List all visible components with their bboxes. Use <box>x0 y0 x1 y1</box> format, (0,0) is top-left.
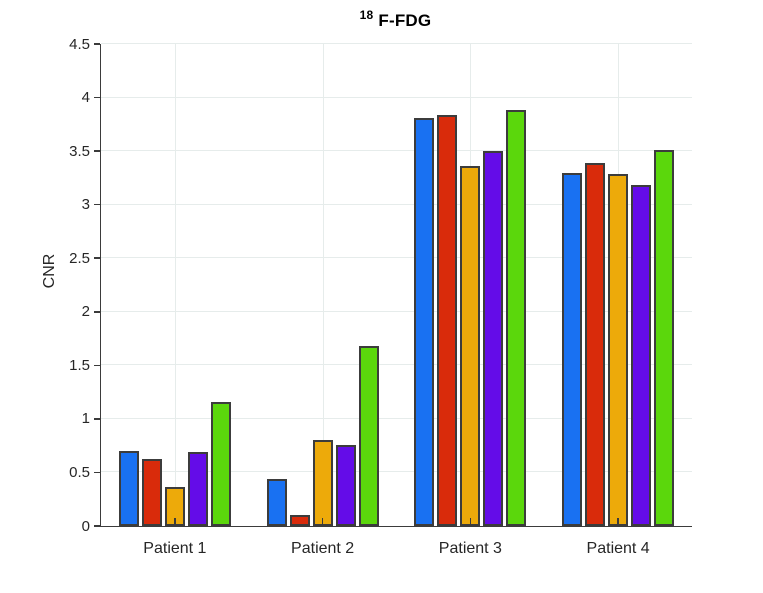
bar <box>608 173 629 526</box>
bar <box>289 515 310 526</box>
bar-group <box>101 44 249 526</box>
y-tick-label: 2 <box>81 303 90 321</box>
x-axis-tick <box>321 518 324 526</box>
y-tick-label: 1 <box>81 410 90 428</box>
bar <box>335 444 356 526</box>
horizontal-gridline <box>101 96 692 98</box>
title-superscript: 18 <box>359 8 374 22</box>
bar-group <box>397 44 545 526</box>
x-axis-tick <box>174 518 176 526</box>
y-axis-tick <box>93 150 100 152</box>
bar <box>358 346 379 526</box>
y-axis-tick <box>93 96 100 99</box>
title-main: F-FDG <box>378 11 432 30</box>
horizontal-gridline <box>101 417 692 419</box>
horizontal-gridline <box>101 257 692 259</box>
plot-area: 0 0.5 1 1.5 2 2.5 3 3.5 4 4.5 Patient 1 Patient 2 Pa… <box>69 37 692 557</box>
y-tick-label: 2.5 <box>69 249 90 267</box>
horizontal-gridline <box>101 150 692 152</box>
bar <box>631 185 652 526</box>
x-tick-label: Patient 3 <box>438 540 502 557</box>
x-tick-label: Patient 2 <box>291 540 355 557</box>
horizontal-gridline <box>101 364 692 366</box>
bar <box>187 452 208 526</box>
bar-group <box>544 44 692 526</box>
y-axis-tick <box>93 257 100 259</box>
horizontal-gridline <box>101 310 692 312</box>
bar <box>437 114 458 526</box>
bar <box>266 478 287 526</box>
bar-group <box>249 44 397 526</box>
bar <box>506 110 527 526</box>
y-tick-label: 4 <box>81 89 90 107</box>
bar <box>118 451 139 526</box>
y-axis-tick <box>93 311 100 313</box>
y-axis-tick <box>93 418 100 420</box>
y-tick-label: 3 <box>81 196 90 214</box>
x-axis-tick <box>469 518 472 526</box>
horizontal-gridline <box>101 203 692 205</box>
bar <box>312 440 333 526</box>
y-axis-tick <box>93 525 100 527</box>
bar <box>562 172 583 526</box>
y-axis-tick <box>93 471 100 474</box>
y-tick-label: 0.5 <box>69 463 90 481</box>
bar <box>460 166 481 526</box>
x-tick-label: Patient 4 <box>586 540 650 557</box>
y-axis-tick <box>93 364 100 367</box>
horizontal-gridline <box>101 471 692 473</box>
vertical-gridline <box>322 44 324 526</box>
horizontal-gridline <box>101 43 692 44</box>
x-axis-tick <box>617 518 619 526</box>
x-tick-label: Patient 1 <box>143 540 207 557</box>
bar <box>141 458 162 526</box>
bar <box>483 151 504 526</box>
vertical-gridline <box>174 44 176 526</box>
bar <box>585 162 606 526</box>
bar <box>210 401 231 526</box>
y-tick-label: 3.5 <box>69 142 90 160</box>
y-tick-label: 0 <box>81 517 90 535</box>
bar <box>414 117 435 526</box>
chart-title: 18 F-FDG <box>100 8 691 31</box>
y-axis-tick <box>93 43 100 45</box>
bar <box>654 150 675 526</box>
y-tick-label: 1.5 <box>69 356 90 374</box>
y-tick-label: 4.5 <box>69 35 90 53</box>
y-axis-tick <box>93 203 100 206</box>
